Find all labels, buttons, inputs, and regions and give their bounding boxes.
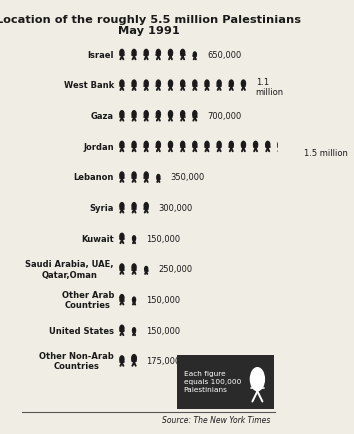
Text: Kuwait: Kuwait — [81, 235, 114, 243]
Circle shape — [144, 141, 148, 148]
Circle shape — [205, 80, 209, 87]
Circle shape — [132, 328, 136, 333]
Circle shape — [120, 172, 124, 179]
Circle shape — [120, 356, 124, 363]
Circle shape — [144, 80, 148, 87]
Circle shape — [132, 49, 136, 56]
Circle shape — [120, 203, 124, 209]
Text: West Bank: West Bank — [64, 82, 114, 90]
Circle shape — [132, 80, 136, 87]
Circle shape — [169, 49, 172, 56]
Circle shape — [132, 111, 136, 118]
Circle shape — [156, 141, 160, 148]
Circle shape — [193, 80, 197, 87]
Text: 350,000: 350,000 — [171, 173, 205, 182]
Text: 175,000: 175,000 — [146, 357, 181, 366]
Circle shape — [132, 172, 136, 179]
Text: Other Non-Arab
Countries: Other Non-Arab Countries — [39, 352, 114, 372]
Circle shape — [144, 203, 148, 209]
Circle shape — [278, 141, 282, 148]
Circle shape — [266, 141, 270, 148]
Circle shape — [169, 141, 172, 148]
Circle shape — [120, 111, 124, 118]
Circle shape — [120, 264, 124, 271]
Circle shape — [144, 111, 148, 118]
Circle shape — [120, 49, 124, 56]
Circle shape — [132, 141, 136, 148]
Circle shape — [120, 233, 124, 240]
Circle shape — [290, 141, 294, 148]
Text: Jordan: Jordan — [83, 143, 114, 152]
Circle shape — [181, 49, 185, 56]
Circle shape — [169, 111, 172, 118]
Circle shape — [144, 49, 148, 56]
FancyBboxPatch shape — [177, 355, 274, 408]
Text: 700,000: 700,000 — [207, 112, 241, 121]
Text: 150,000: 150,000 — [146, 327, 181, 335]
Circle shape — [144, 172, 148, 179]
Circle shape — [217, 80, 221, 87]
Circle shape — [132, 203, 136, 209]
Circle shape — [169, 80, 172, 87]
Text: 1.1
million: 1.1 million — [256, 78, 284, 97]
Circle shape — [120, 325, 124, 332]
Text: Source: The New York Times: Source: The New York Times — [162, 416, 270, 425]
Circle shape — [132, 264, 136, 271]
Text: Saudi Arabia, UAE,
Qatar,Oman: Saudi Arabia, UAE, Qatar,Oman — [25, 260, 114, 279]
Text: 150,000: 150,000 — [146, 235, 181, 243]
Circle shape — [132, 297, 136, 302]
Circle shape — [132, 236, 136, 241]
Text: 650,000: 650,000 — [207, 51, 241, 60]
Circle shape — [193, 111, 197, 118]
Text: Each figure
equals 100,000
Palestinians: Each figure equals 100,000 Palestinians — [184, 371, 241, 393]
Text: Other Arab
Countries: Other Arab Countries — [62, 291, 114, 310]
Text: 1.5 million: 1.5 million — [304, 149, 348, 158]
Circle shape — [217, 141, 221, 148]
Circle shape — [156, 80, 160, 87]
Text: Syria: Syria — [90, 204, 114, 213]
Circle shape — [120, 295, 124, 301]
Text: Gaza: Gaza — [91, 112, 114, 121]
Text: 250,000: 250,000 — [159, 265, 193, 274]
Circle shape — [193, 52, 196, 57]
Circle shape — [229, 141, 233, 148]
Text: United States: United States — [49, 327, 114, 335]
Circle shape — [120, 141, 124, 148]
Circle shape — [157, 174, 160, 180]
Circle shape — [241, 80, 245, 87]
Text: 150,000: 150,000 — [146, 296, 181, 305]
Circle shape — [250, 368, 264, 391]
Circle shape — [253, 141, 258, 148]
Text: Location of the roughly 5.5 million Palestinians
May 1991: Location of the roughly 5.5 million Pale… — [0, 15, 301, 36]
Circle shape — [181, 111, 185, 118]
Text: Israel: Israel — [87, 51, 114, 60]
Circle shape — [132, 355, 136, 362]
Circle shape — [156, 49, 160, 56]
Circle shape — [241, 141, 245, 148]
Circle shape — [229, 80, 233, 87]
Circle shape — [181, 80, 185, 87]
Circle shape — [205, 141, 209, 148]
Circle shape — [145, 266, 148, 272]
Circle shape — [120, 80, 124, 87]
Circle shape — [193, 141, 197, 148]
Circle shape — [156, 111, 160, 118]
Circle shape — [181, 141, 185, 148]
Text: 300,000: 300,000 — [159, 204, 193, 213]
Text: Lebanon: Lebanon — [74, 173, 114, 182]
